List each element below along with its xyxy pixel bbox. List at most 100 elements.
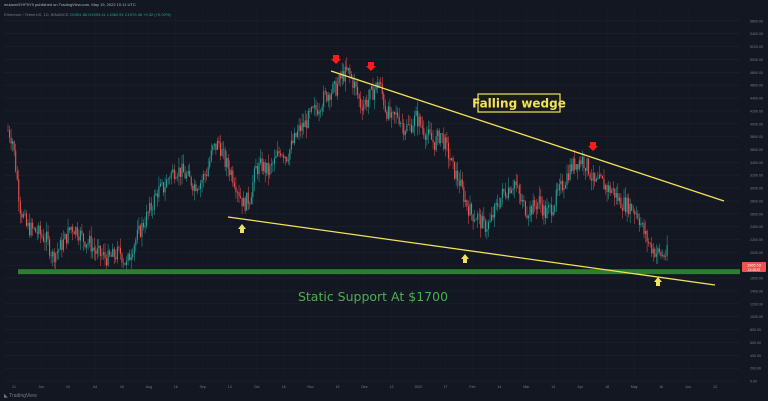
candle-body [82, 233, 85, 242]
candle-body [39, 225, 41, 235]
candle-body [378, 82, 380, 88]
y-tick-label: 3000.00 [750, 187, 763, 191]
y-tick-label: 4600.00 [750, 84, 763, 88]
candle-body [213, 143, 215, 146]
candle-body [370, 86, 372, 90]
candle-body [648, 241, 650, 243]
candle-body [295, 132, 297, 137]
candle-body [90, 235, 92, 252]
candle-body [366, 100, 368, 107]
candle-body [84, 241, 86, 248]
candle-body [509, 187, 511, 194]
candle-body [52, 251, 54, 257]
y-tick-label: 1400.00 [750, 289, 763, 293]
x-tick-label: 13 [389, 385, 393, 389]
candle-body [298, 125, 300, 132]
candle-body [390, 112, 393, 118]
candle-body [417, 110, 419, 127]
y-tick-label: 5000.00 [750, 58, 763, 62]
candle-body [106, 258, 108, 266]
candle-body [369, 89, 371, 100]
candle-body [115, 257, 117, 260]
candle-body [253, 168, 255, 183]
candle-body [306, 120, 308, 129]
candle-body [481, 216, 483, 229]
candle-body [8, 130, 11, 138]
candle-body [121, 253, 123, 263]
x-tick-label: Jul [93, 385, 98, 389]
candle-body [12, 141, 14, 144]
candle-body [283, 155, 285, 159]
candle-body [324, 91, 326, 93]
candle-body [557, 189, 559, 191]
candle-body [527, 216, 530, 219]
candle-body [380, 82, 382, 84]
candle-body [199, 183, 202, 189]
candle-body [420, 116, 422, 126]
candle-body [221, 149, 223, 156]
candle-body [85, 244, 88, 248]
candle-body [36, 232, 38, 234]
candle-body [329, 94, 331, 100]
candle-body [338, 74, 340, 84]
candle-body [492, 214, 494, 218]
candle-body [386, 111, 388, 119]
tradingview-logo: ◣ TradingView [4, 393, 37, 399]
candle-body [16, 171, 18, 180]
candle-body [300, 125, 302, 132]
candle-body [38, 225, 40, 234]
candle-body [209, 160, 211, 168]
candle-body [118, 247, 120, 248]
candle-body [437, 130, 439, 137]
y-tick-label: 4200.00 [750, 109, 763, 113]
candle-body [33, 228, 35, 229]
candle-body [178, 167, 180, 177]
candle-body [62, 239, 64, 251]
candle-body [18, 179, 20, 202]
candle-body [318, 111, 320, 115]
candle-body [443, 134, 445, 150]
x-tick-label: Jun [38, 385, 44, 389]
candle-body [333, 81, 336, 84]
y-tick-label: 1000.00 [750, 315, 763, 319]
candle-body [58, 249, 60, 252]
candle-body [452, 158, 454, 162]
candle-body [514, 181, 516, 189]
yellow-up-arrow-icon [238, 224, 246, 233]
candle-body [109, 250, 111, 256]
candle-body [312, 107, 314, 108]
candle-body [170, 172, 172, 179]
candle-body [124, 262, 126, 265]
candle-body [112, 248, 114, 257]
candle-body [216, 140, 218, 150]
candle-body [187, 170, 189, 175]
candle-body [491, 214, 493, 221]
candle-body [247, 192, 249, 204]
candle-body [78, 236, 80, 241]
x-tick-label: Aug [146, 385, 152, 389]
candle-body [377, 82, 379, 88]
candle-body [162, 182, 165, 193]
x-tick-label: 14 [497, 385, 501, 389]
candle-body [608, 185, 610, 192]
candle-body [119, 247, 121, 254]
candle-body [19, 201, 21, 214]
candle-body [340, 74, 342, 79]
candle-body [156, 193, 158, 198]
candle-body [665, 255, 667, 257]
x-tick-label: 16 [174, 385, 178, 389]
candle-body [526, 215, 528, 219]
candle-body [549, 204, 551, 206]
arrows [238, 55, 662, 286]
y-axis: 5600.00 5400.00 5200.00 5000.00 4800.00 4600.… [750, 19, 763, 383]
candle-body [418, 116, 420, 127]
candle-body [96, 248, 98, 254]
candle-body [269, 165, 271, 176]
candle-body [503, 189, 505, 192]
candle-body [210, 150, 212, 161]
x-tick-label: Nov [307, 385, 314, 389]
candle-body [219, 143, 222, 156]
candle-body [666, 244, 668, 256]
x-tick-label: 21 [12, 385, 16, 389]
